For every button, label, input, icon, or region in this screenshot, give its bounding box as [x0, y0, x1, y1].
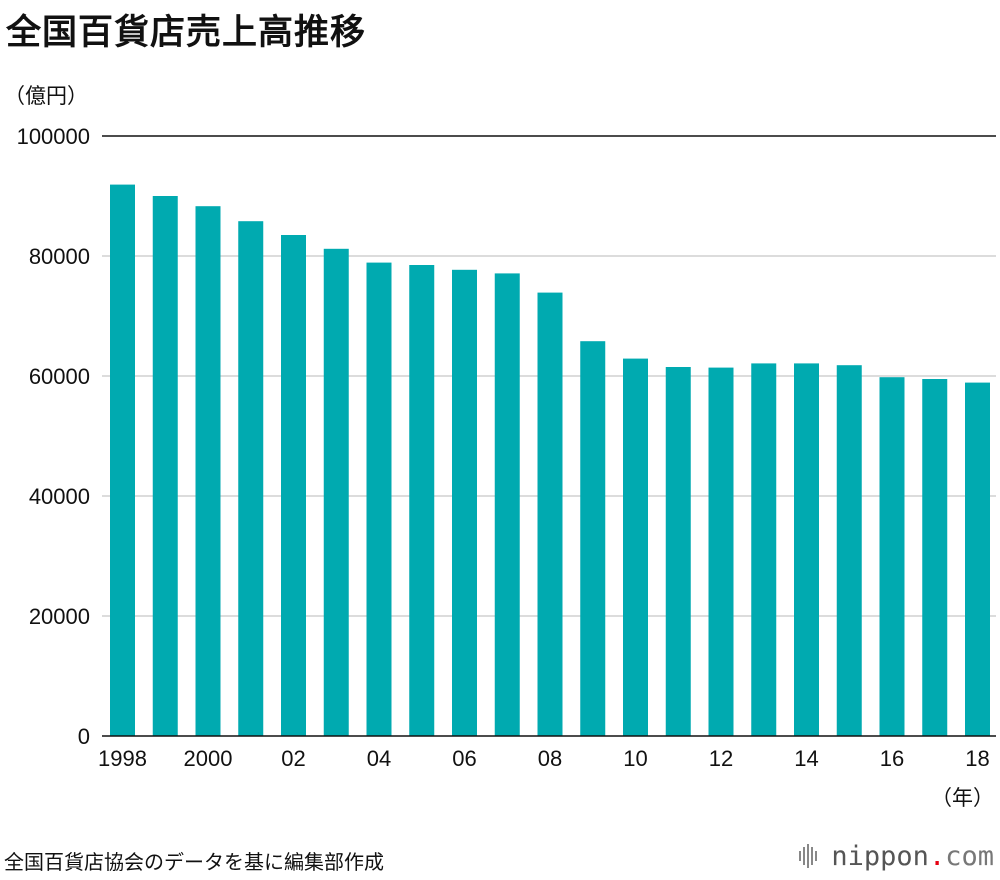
y-tick-label: 100000	[17, 124, 90, 149]
x-axis-unit-label: （年）	[931, 786, 994, 810]
bar-2007	[494, 273, 520, 736]
y-tick-label: 80000	[29, 244, 90, 269]
bar-1999	[152, 196, 178, 736]
bar-2009	[580, 341, 606, 736]
bar-2018	[965, 382, 990, 736]
bar-2012	[708, 367, 734, 736]
y-tick-label: 60000	[29, 364, 90, 389]
bars	[110, 184, 990, 737]
bar-2016	[879, 377, 905, 736]
x-tick-label: 08	[538, 746, 562, 771]
bar-2014	[794, 363, 819, 736]
brand-logo: nippon.com	[799, 838, 994, 874]
y-tick-label: 0	[78, 724, 90, 749]
x-tick-label: 10	[623, 746, 647, 771]
bar-2001	[238, 221, 264, 736]
x-tick-labels: 1998 2000 02 04 06 08 10 12 14 16 18	[98, 746, 990, 771]
x-tick-label: 14	[794, 746, 818, 771]
bar-2002	[281, 235, 306, 736]
nippon-com-logo-icon	[799, 844, 818, 868]
x-tick-label: 06	[452, 746, 476, 771]
y-tick-labels: 0 20000 40000 60000 80000 100000	[17, 124, 90, 749]
brand-name-main: nippon	[831, 840, 929, 872]
brand-dot: .	[928, 840, 946, 872]
y-tick-label: 20000	[29, 604, 90, 629]
x-tick-label: 12	[709, 746, 733, 771]
bar-2005	[409, 265, 435, 736]
brand-tld: com	[945, 840, 994, 872]
bar-2015	[836, 365, 862, 736]
x-tick-label: 18	[965, 746, 989, 771]
bar-2011	[665, 367, 691, 736]
bar-2003	[323, 248, 349, 737]
x-tick-label: 2000	[184, 746, 233, 771]
bar-2004	[366, 262, 392, 736]
source-note: 全国百貨店協会のデータを基に編集部作成	[4, 850, 384, 874]
bar-2000	[195, 206, 221, 736]
chart-title: 全国百貨店売上高推移	[6, 13, 367, 53]
y-tick-label: 40000	[29, 484, 90, 509]
x-tick-label: 02	[281, 746, 305, 771]
x-tick-label: 16	[880, 746, 904, 771]
x-tick-label: 1998	[98, 746, 147, 771]
bar-1998	[110, 184, 135, 737]
bar-2010	[623, 358, 648, 736]
bar-2008	[537, 292, 563, 736]
brand-name: nippon.com	[831, 841, 994, 872]
bar-2013	[751, 363, 777, 736]
x-tick-label: 04	[367, 746, 391, 771]
y-axis-unit-label: （億円）	[4, 84, 88, 108]
bar-2017	[922, 379, 948, 736]
bar-2006	[452, 269, 477, 736]
